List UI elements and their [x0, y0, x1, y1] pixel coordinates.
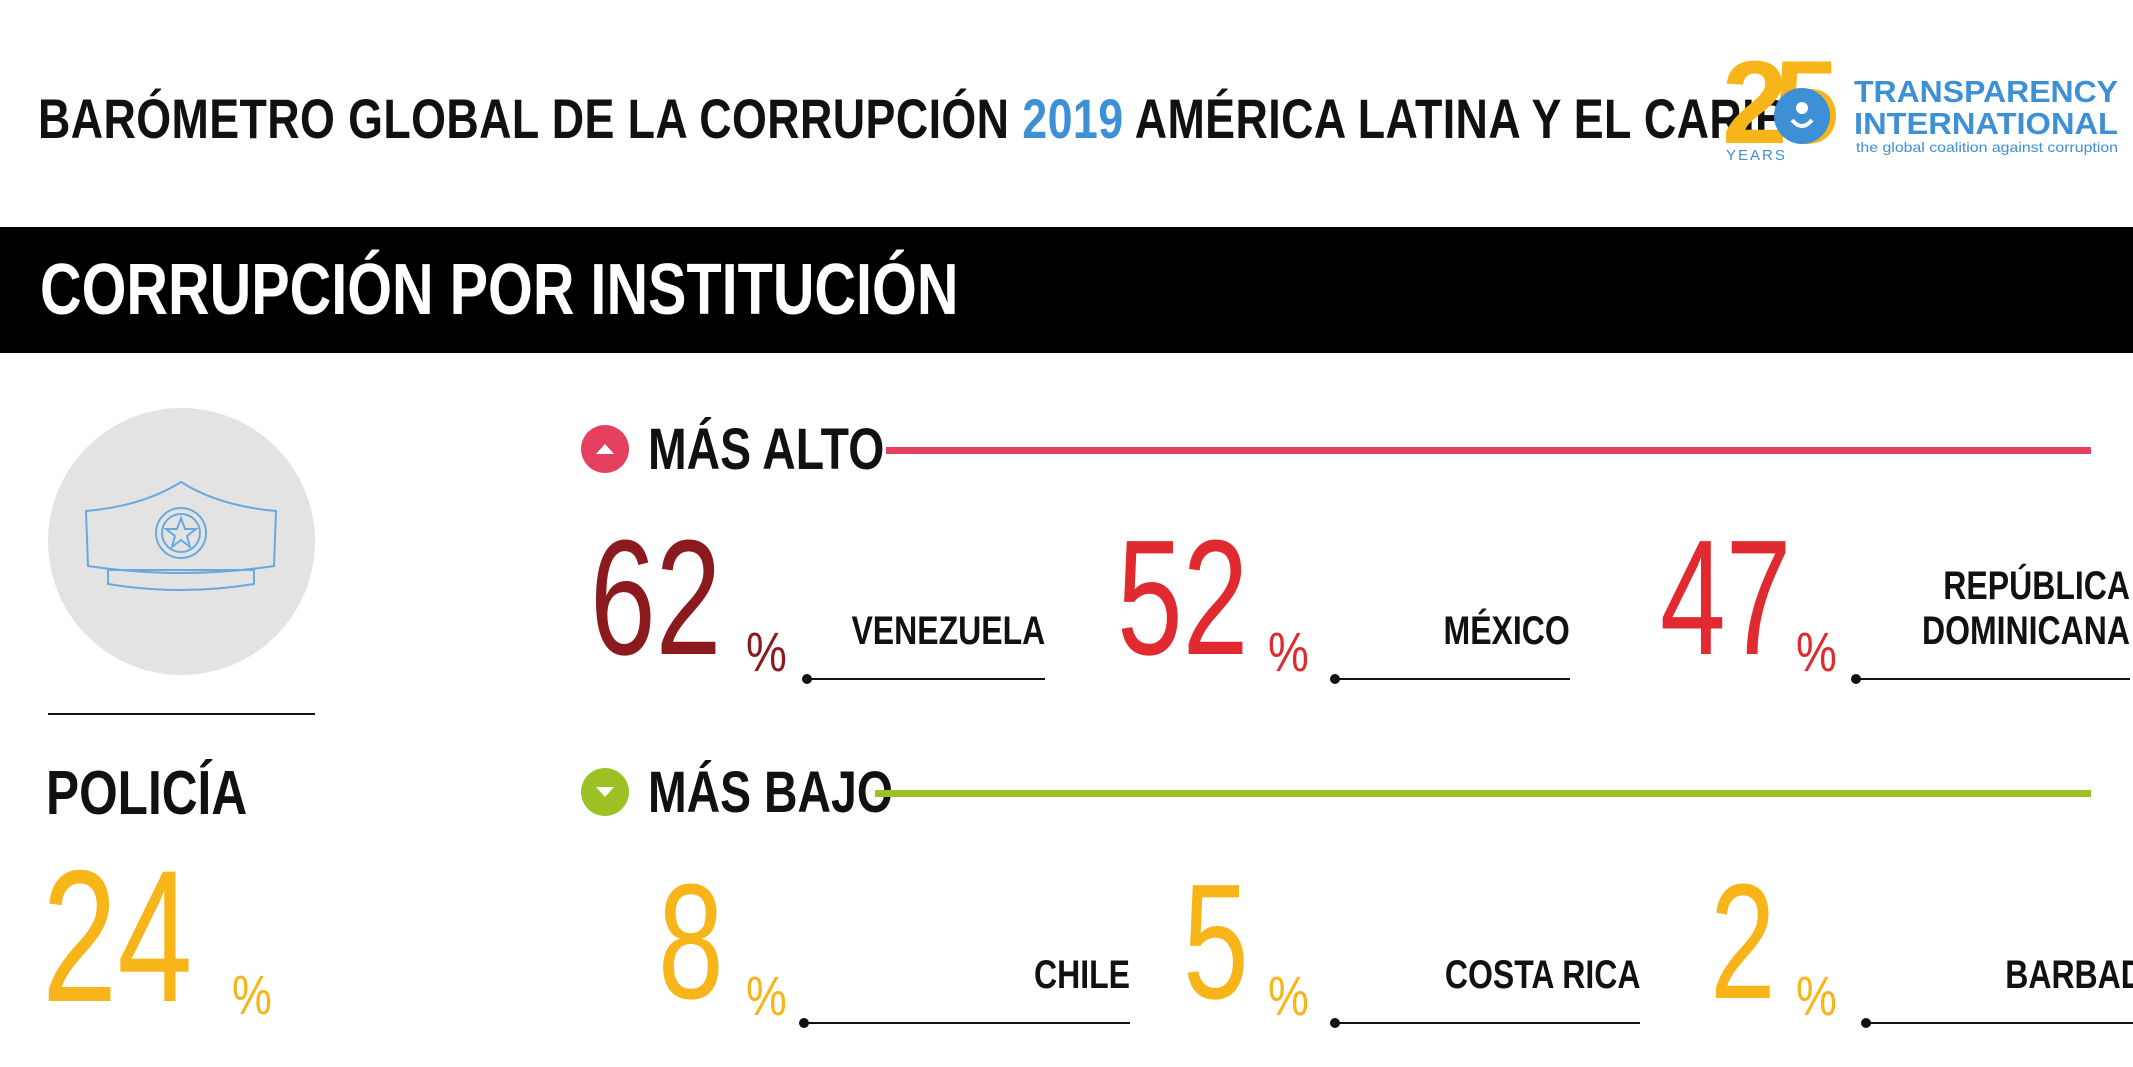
- up-arrow-icon: [581, 425, 629, 473]
- stat-value: 2: [1710, 850, 1776, 1033]
- stat-value: 52: [1117, 506, 1249, 689]
- stat-rule-dot: [802, 674, 812, 684]
- stat-percent-sign: %: [1796, 964, 1837, 1027]
- lowest-stat-1: 8 % CHILE: [658, 860, 1130, 1028]
- stat-rule-dot: [1330, 1018, 1340, 1028]
- transparency-international-logo: 25 YEARS TRANSPARENCY INTERNATIONAL the …: [1722, 38, 2118, 168]
- stat-rule-dot: [1851, 674, 1861, 684]
- stat-value: 47: [1660, 506, 1792, 689]
- stat-rule: [1866, 1022, 2133, 1024]
- down-arrow-icon: [581, 768, 629, 816]
- institution-value: 24: [42, 831, 193, 1041]
- stat-country: REPÚBLICA DOMINICANA: [1922, 564, 2130, 653]
- stat-country: CHILE: [1034, 953, 1130, 997]
- police-cap-icon: [84, 480, 278, 591]
- stat-country: VENEZUELA: [851, 609, 1045, 653]
- stat-percent-sign: %: [746, 620, 787, 683]
- section-title: CORRUPCIÓN POR INSTITUCIÓN: [40, 250, 959, 330]
- institution-percent-sign: %: [232, 963, 272, 1026]
- stat-percent-sign: %: [1268, 964, 1309, 1027]
- lowest-title: MÁS BAJO: [648, 760, 893, 825]
- lowest-stat-2: 5 % COSTA RICA: [1183, 860, 1640, 1028]
- logo-org-line2: INTERNATIONAL: [1854, 106, 2118, 141]
- stat-value: 62: [590, 506, 722, 689]
- highest-stat-1: 62 % VENEZUELA: [590, 516, 1045, 684]
- stat-rule-dot: [1861, 1018, 1871, 1028]
- stat-percent-sign: %: [1796, 620, 1837, 683]
- stat-country: COSTA RICA: [1444, 953, 1640, 997]
- page-title: BARÓMETRO GLOBAL DE LA CORRUPCIÓN 2019 A…: [38, 86, 1818, 151]
- stat-rule: [1335, 678, 1570, 680]
- stat-country: BARBADOS: [2005, 953, 2133, 997]
- logo-years: YEARS: [1726, 147, 1787, 164]
- highest-stat-2: 52 % MÉXICO: [1117, 516, 1570, 684]
- highest-header: MÁS ALTO: [581, 416, 2091, 482]
- institution-divider: [48, 713, 315, 715]
- logo-org-line1: TRANSPARENCY: [1854, 74, 2118, 109]
- stat-rule-dot: [799, 1018, 809, 1028]
- institution-icon-circle: [48, 408, 315, 675]
- highest-title: MÁS ALTO: [648, 417, 885, 482]
- lowest-header: MÁS BAJO: [581, 759, 2091, 825]
- stat-percent-sign: %: [746, 964, 787, 1027]
- stat-percent-sign: %: [1268, 620, 1309, 683]
- section-header-band: CORRUPCIÓN POR INSTITUCIÓN: [0, 227, 2133, 353]
- stat-rule: [807, 678, 1045, 680]
- stat-rule: [804, 1022, 1130, 1024]
- stat-country: MÉXICO: [1443, 609, 1570, 653]
- title-year: 2019: [1022, 87, 1124, 150]
- logo-tagline: the global coalition against corruption: [1856, 139, 2118, 155]
- stat-value: 8: [658, 850, 724, 1033]
- highest-rule: [886, 447, 2091, 454]
- institution-name: POLICÍA: [46, 759, 248, 828]
- stat-rule-dot: [1330, 674, 1340, 684]
- title-text-start: BARÓMETRO GLOBAL DE LA CORRUPCIÓN: [38, 87, 1023, 150]
- title-text-end: AMÉRICA LATINA Y EL CARIBE: [1123, 87, 1818, 150]
- logo-globe-icon: [1774, 88, 1830, 144]
- stat-value: 5: [1183, 850, 1249, 1033]
- highest-stat-3: 47 % REPÚBLICA DOMINICANA: [1660, 516, 2130, 684]
- stat-rule: [1335, 1022, 1640, 1024]
- lowest-stat-3: 2 % BARBADOS: [1710, 860, 2133, 1028]
- stat-rule: [1856, 678, 2130, 680]
- lowest-rule: [875, 790, 2091, 797]
